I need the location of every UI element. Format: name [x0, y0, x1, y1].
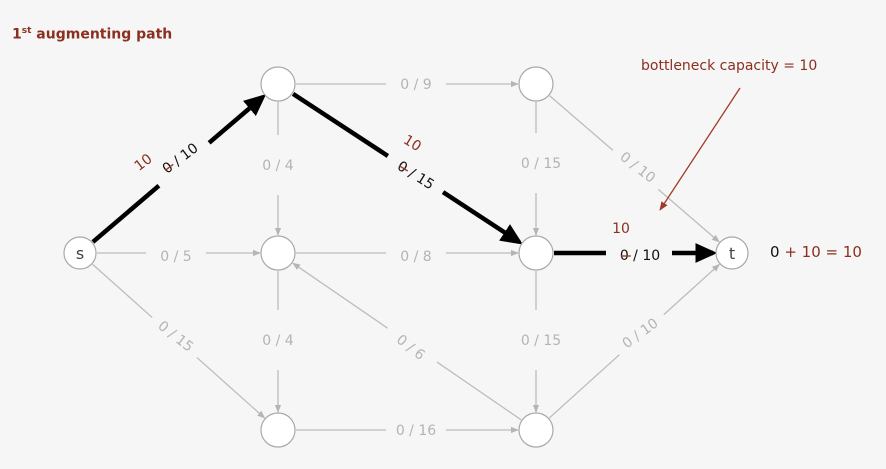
edge-s-a-segment: [91, 183, 161, 244]
edge-label-b-e: 0 / 4: [262, 333, 294, 349]
edge-a-d-segment: [291, 91, 390, 158]
edge-label-e-f: 0 / 16: [396, 423, 436, 439]
edge-label-s-e: 0 / 15: [155, 318, 197, 355]
bottleneck-callout: bottleneck capacity = 10: [641, 58, 818, 74]
edge-label-s-a: 0 / 10: [160, 140, 202, 177]
node-s: [63, 236, 97, 270]
edges-layer: [91, 80, 720, 434]
edge-s-e-segment: [92, 263, 153, 319]
node-d: [518, 235, 554, 271]
edge-label-d-t: 0 / 10: [620, 248, 660, 264]
edge-label-b-d: 0 / 8: [400, 249, 431, 265]
new-flow-d-t: 10: [612, 221, 630, 237]
edge-label-c-t: 0 / 10: [617, 149, 659, 186]
edge-label-a-c: 0 / 9: [400, 77, 431, 93]
edge-f-b-segment: [436, 361, 522, 421]
node-f: [518, 412, 554, 448]
old-flow-strike-s-a: [164, 163, 174, 171]
figure-title: 1st augmenting path: [12, 26, 172, 43]
title-ordinal-suffix: st: [21, 26, 32, 36]
node-label-t: t: [729, 244, 735, 263]
edge-c-t: [657, 188, 720, 243]
edge-s-e: [196, 357, 266, 419]
node-b: [260, 235, 296, 271]
edge-label-s-b: 0 / 5: [160, 249, 191, 265]
edge-label-a-b: 0 / 4: [262, 158, 294, 174]
edge-f-b: [292, 262, 388, 329]
title-number: 1: [12, 26, 22, 43]
edge-label-a-d: 0 / 15: [394, 158, 437, 193]
new-flow-s-a: 10: [132, 151, 156, 175]
flow-value: 0 + 10 = 10: [770, 243, 862, 261]
new-flow-a-d: 10: [400, 132, 424, 155]
flow-value-before: 0: [770, 243, 780, 261]
edge-label-f-t: 0 / 10: [620, 315, 662, 352]
edge-label-f-b: 0 / 6: [393, 332, 428, 364]
node-t: [715, 236, 749, 270]
flow-value-increment: + 10 = 10: [779, 243, 862, 261]
edge-f-t: [663, 263, 720, 316]
edge-label-d-f: 0 / 15: [521, 333, 561, 349]
edge-a-d: [441, 190, 523, 245]
old-flow-strike-a-d: [398, 165, 409, 172]
node-c: [518, 66, 554, 102]
edge-label-c-d: 0 / 15: [521, 156, 561, 172]
node-e: [260, 412, 296, 448]
node-label-s: s: [76, 244, 84, 263]
title-text: augmenting path: [31, 26, 173, 43]
edge-f-t-segment: [548, 354, 620, 419]
edge-c-t-segment: [549, 95, 614, 151]
callout-arrow: [659, 87, 741, 211]
edge-s-a: [207, 94, 267, 145]
node-a: [260, 66, 296, 102]
